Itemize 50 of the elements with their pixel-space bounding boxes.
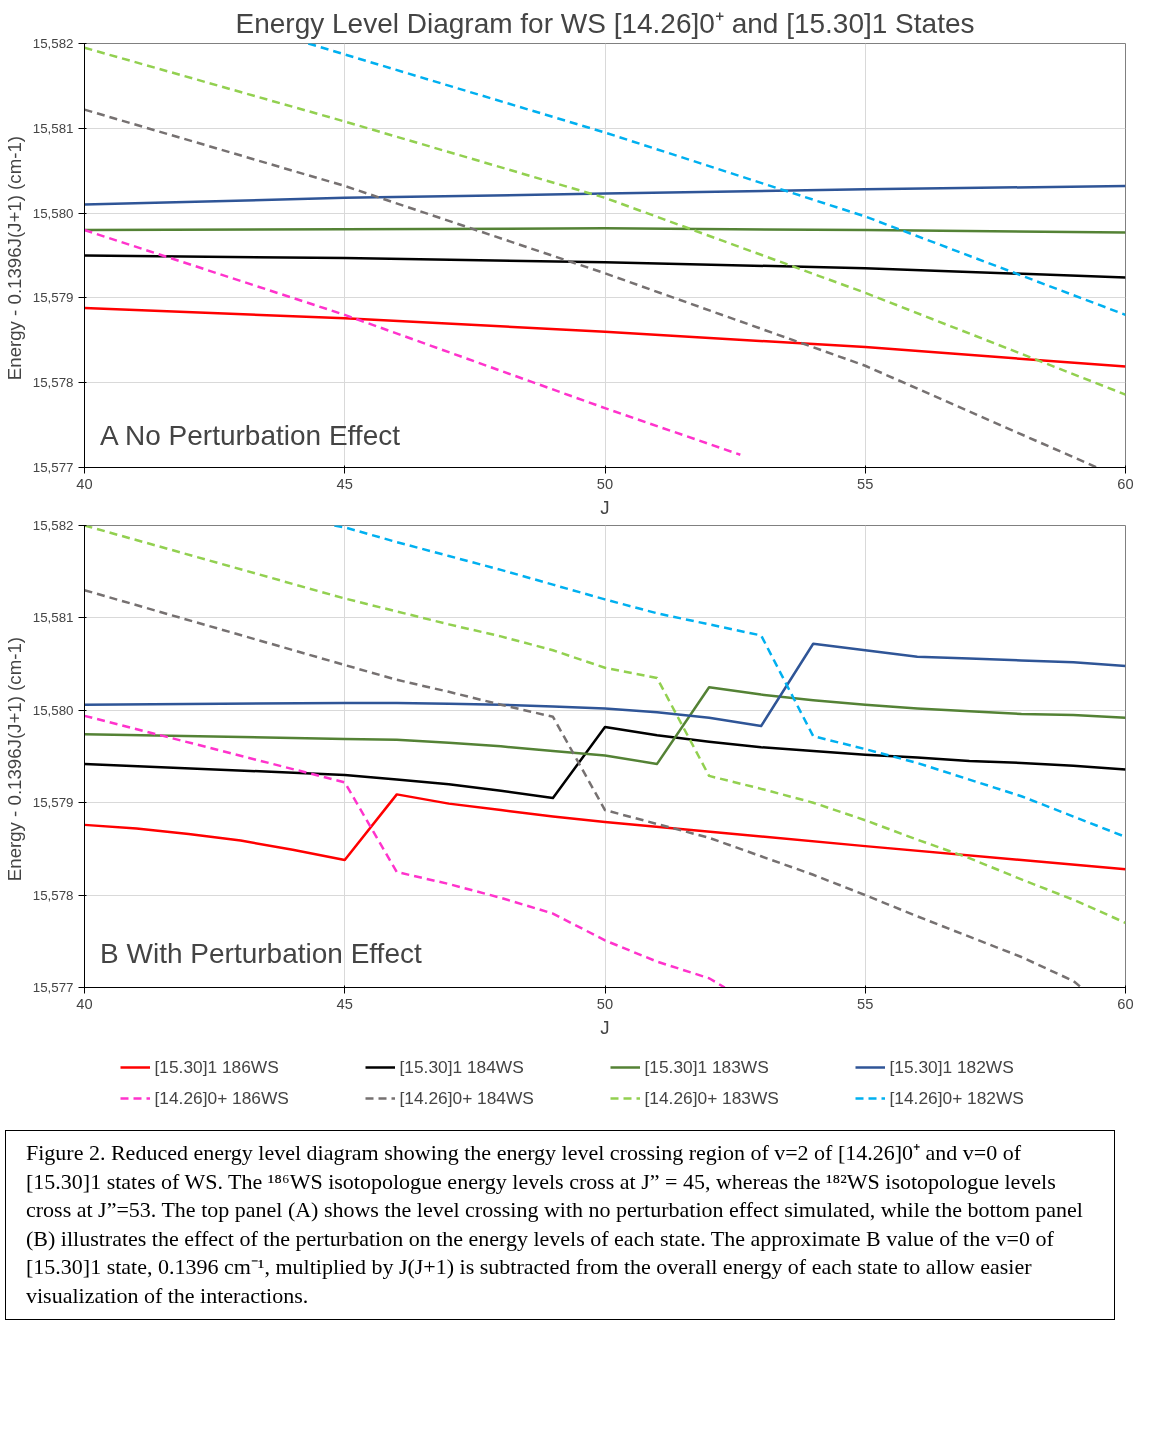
legend-label: [15.30]1 184WS [399, 1056, 525, 1078]
y-tick-label: 15,580 [32, 702, 74, 718]
line-series [307, 43, 1126, 317]
line-series [84, 642, 1126, 728]
y-axis-title: Energy - 0.1396J(J+1) (cm-1) [3, 136, 25, 381]
line-series [84, 525, 1126, 925]
x-tick-label: 50 [596, 995, 614, 1012]
x-tick-label: 50 [596, 475, 614, 492]
y-tick-label: 15,582 [32, 518, 74, 533]
legend-label: [15.30]1 186WS [154, 1056, 280, 1078]
line-series [84, 588, 1083, 988]
legend-label: [14.26]0+ 184WS [399, 1087, 535, 1109]
x-tick-label: 60 [1117, 995, 1134, 1012]
line-series [84, 306, 1126, 368]
y-tick-label: 15,581 [32, 610, 74, 626]
caption: Figure 2. Reduced energy level diagram showing the energy level crossing region of v=2 of [14.26]0⁺ and v=0 of [15.30]1 states of WS. The ¹⁸⁶WS isotopologue energy levels cross at J” = 45, whereas the ¹⁸²WS isotopologue levels cross at J”=53. The top panel (A) shows the level crossing with no perturbation effect simulated, while the bottom panel (B) illustrates the effect of the perturbation on the energy levels of each state. The approximate B value of the v=0 of [15.30]1 state, 0.1396 cm⁻¹, multiplied by J(J+1) is subtracted from the overall energy of each state to allow easier visualization of the interactions. [5, 1130, 1115, 1320]
y-tick-label: 15,582 [32, 36, 74, 51]
x-axis-title: J [600, 1016, 610, 1038]
x-tick-label: 45 [336, 995, 353, 1012]
y-tick-label: 15,577 [32, 980, 74, 995]
annotation: A No Perturbation Effect [100, 419, 401, 451]
y-tick-label: 15,578 [32, 375, 74, 391]
chart-title: Energy Level Diagram for WS [14.26]0⁺ and [15.30]1 States [235, 7, 975, 39]
y-tick-label: 15,577 [32, 460, 74, 475]
y-tick-label: 15,580 [32, 205, 74, 221]
legend-label: [15.30]1 183WS [644, 1056, 770, 1078]
y-tick-label: 15,578 [32, 887, 74, 903]
line-series [84, 714, 726, 988]
line-series [84, 46, 1126, 396]
x-axis-title: J [600, 496, 610, 518]
legend-label: [14.26]0+ 182WS [889, 1087, 1025, 1109]
y-tick-label: 15,581 [32, 120, 74, 136]
legend-label: [14.26]0+ 186WS [154, 1087, 290, 1109]
line-series [84, 685, 1126, 766]
legend-label: [14.26]0+ 183WS [644, 1087, 780, 1109]
y-tick-label: 15,579 [32, 795, 74, 811]
x-tick-label: 40 [76, 475, 93, 492]
line-series [84, 228, 742, 457]
y-axis-title: Energy - 0.1396J(J+1) (cm-1) [3, 637, 25, 882]
legend-label: [15.30]1 182WS [889, 1056, 1015, 1078]
line-series [84, 184, 1126, 206]
y-tick-label: 15,579 [32, 290, 74, 306]
x-tick-label: 45 [336, 475, 353, 492]
x-tick-label: 40 [76, 995, 93, 1012]
annotation: B With Perturbation Effect [100, 938, 422, 970]
x-tick-label: 55 [857, 995, 874, 1012]
line-series [84, 793, 1126, 871]
x-tick-label: 55 [857, 475, 874, 492]
x-tick-label: 60 [1117, 475, 1134, 492]
line-series [84, 108, 1099, 468]
